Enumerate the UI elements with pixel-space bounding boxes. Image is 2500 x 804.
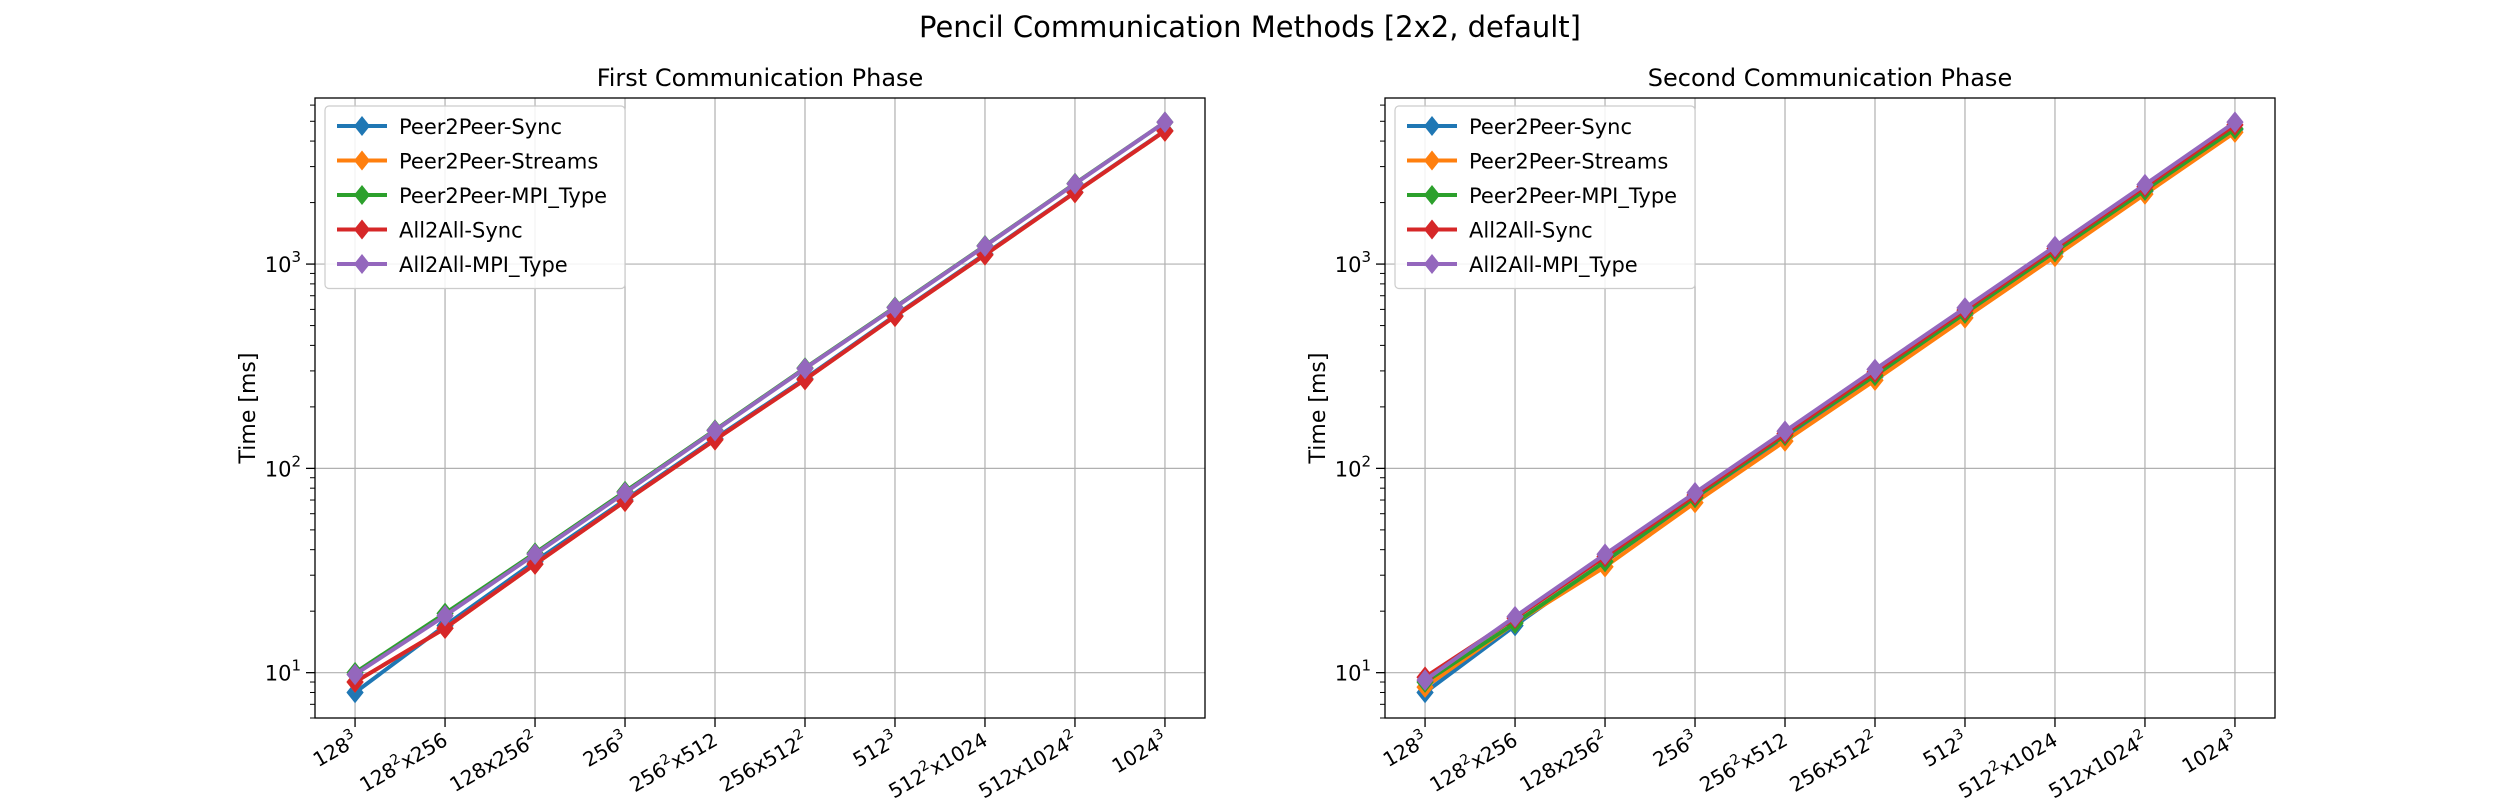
data-point (1416, 669, 1434, 691)
data-point (796, 357, 814, 380)
x-tick-label: 256x5122 (1784, 726, 1881, 797)
first-legend: Peer2Peer-Sync Peer2Peer-Streams Peer2Peer… (324, 105, 626, 290)
y-tick-label: 101 (1335, 657, 1371, 686)
legend-label: All2All-Sync (399, 219, 523, 243)
second-legend: Peer2Peer-Sync Peer2Peer-Streams Peer2Peer… (1394, 105, 1696, 290)
y-tick-label: 101 (265, 657, 301, 686)
legend-marker (1424, 254, 1440, 274)
data-point (1776, 420, 1794, 443)
x-tick-label: 1283 (1378, 726, 1432, 772)
legend-marker (1424, 150, 1440, 171)
series-line-all2all-sync (354, 129, 1167, 684)
data-point (436, 617, 454, 640)
x-tick-label: 5122x1024 (1953, 726, 2061, 800)
legend-label: Peer2Peer-Sync (399, 115, 562, 139)
legend-marker (1424, 219, 1440, 240)
legend-label: All2All-MPI_Type (1469, 253, 1638, 278)
legend-label: Peer2Peer-Streams (1469, 150, 1668, 174)
legend-marker (1424, 116, 1440, 136)
data-point (796, 368, 814, 391)
x-tick-label: 1282x256 (1424, 726, 1521, 797)
data-point (346, 663, 364, 686)
data-point (1506, 605, 1524, 628)
data-point (1956, 297, 1974, 319)
legend-marker (354, 150, 370, 171)
y-tick-label: 103 (1335, 248, 1371, 277)
second-subplot-title: Second Communication Phase (1648, 64, 2012, 92)
second-plot-frame (1384, 97, 2276, 719)
legend-marker (354, 185, 370, 205)
x-tick-label: 2563 (578, 726, 632, 772)
legend-label: Peer2Peer-MPI_Type (399, 184, 607, 209)
data-point (1866, 358, 1884, 381)
data-point (706, 419, 724, 442)
x-tick-label: 5123 (1918, 726, 1972, 772)
x-tick-label: 10243 (2177, 726, 2242, 778)
data-point (2226, 111, 2244, 133)
data-point (1686, 481, 1704, 504)
second-y-axis-label: Time [ms] (1306, 353, 1331, 465)
data-point (616, 481, 634, 504)
y-tick-label: 102 (1335, 452, 1371, 481)
data-point (1596, 543, 1614, 566)
figure-title: Pencil Communication Methods [2x2, defau… (918, 10, 1581, 44)
x-tick-label: 5122x1024 (883, 726, 991, 800)
series-line-peer2peer-streams (1423, 130, 2237, 689)
legend-marker (1424, 185, 1440, 205)
data-point (1156, 111, 1174, 133)
legend-box (324, 105, 626, 290)
x-tick-label: 128x2562 (1514, 726, 1611, 797)
first-plot-frame (314, 97, 1206, 719)
data-point (526, 543, 544, 566)
legend-marker (354, 219, 370, 240)
legend-label: Peer2Peer-Streams (399, 150, 598, 174)
first-subplot-title: First Communication Phase (597, 64, 924, 92)
x-tick-label: 5123 (848, 726, 902, 772)
data-point (2046, 235, 2064, 258)
x-tick-label: 2562x512 (624, 726, 721, 797)
legend-box (1394, 105, 1696, 290)
x-tick-label: 2562x512 (1694, 726, 1791, 797)
legend-label: All2All-Sync (1469, 219, 1593, 243)
x-tick-label: 128x2562 (444, 726, 541, 797)
data-point (976, 235, 994, 257)
legend-label: Peer2Peer-Sync (1469, 115, 1632, 139)
data-point (886, 296, 904, 319)
series-line-all2all-mpi_type (1423, 120, 2237, 682)
x-tick-label: 1283 (308, 726, 362, 772)
y-tick-label: 103 (265, 248, 301, 277)
legend-label: Peer2Peer-MPI_Type (1469, 184, 1677, 209)
series-line-peer2peer-mpi_type (1423, 127, 2237, 684)
series-line-all2all-mpi_type (353, 120, 1167, 677)
legend-marker (354, 116, 370, 136)
first-y-axis-label: Time [ms] (236, 353, 261, 465)
x-tick-label: 512x10242 (2043, 726, 2151, 800)
x-tick-label: 1282x256 (354, 726, 451, 797)
legend-label: All2All-MPI_Type (399, 253, 568, 278)
x-tick-label: 2563 (1648, 726, 1702, 772)
data-point (436, 604, 454, 627)
x-tick-label: 512x10242 (973, 726, 1081, 800)
x-tick-label: 256x5122 (714, 726, 811, 797)
data-point (2136, 173, 2154, 196)
y-tick-label: 102 (265, 452, 301, 481)
data-point (1066, 173, 1084, 195)
x-tick-label: 10243 (1107, 726, 1172, 778)
legend-marker (354, 254, 370, 274)
